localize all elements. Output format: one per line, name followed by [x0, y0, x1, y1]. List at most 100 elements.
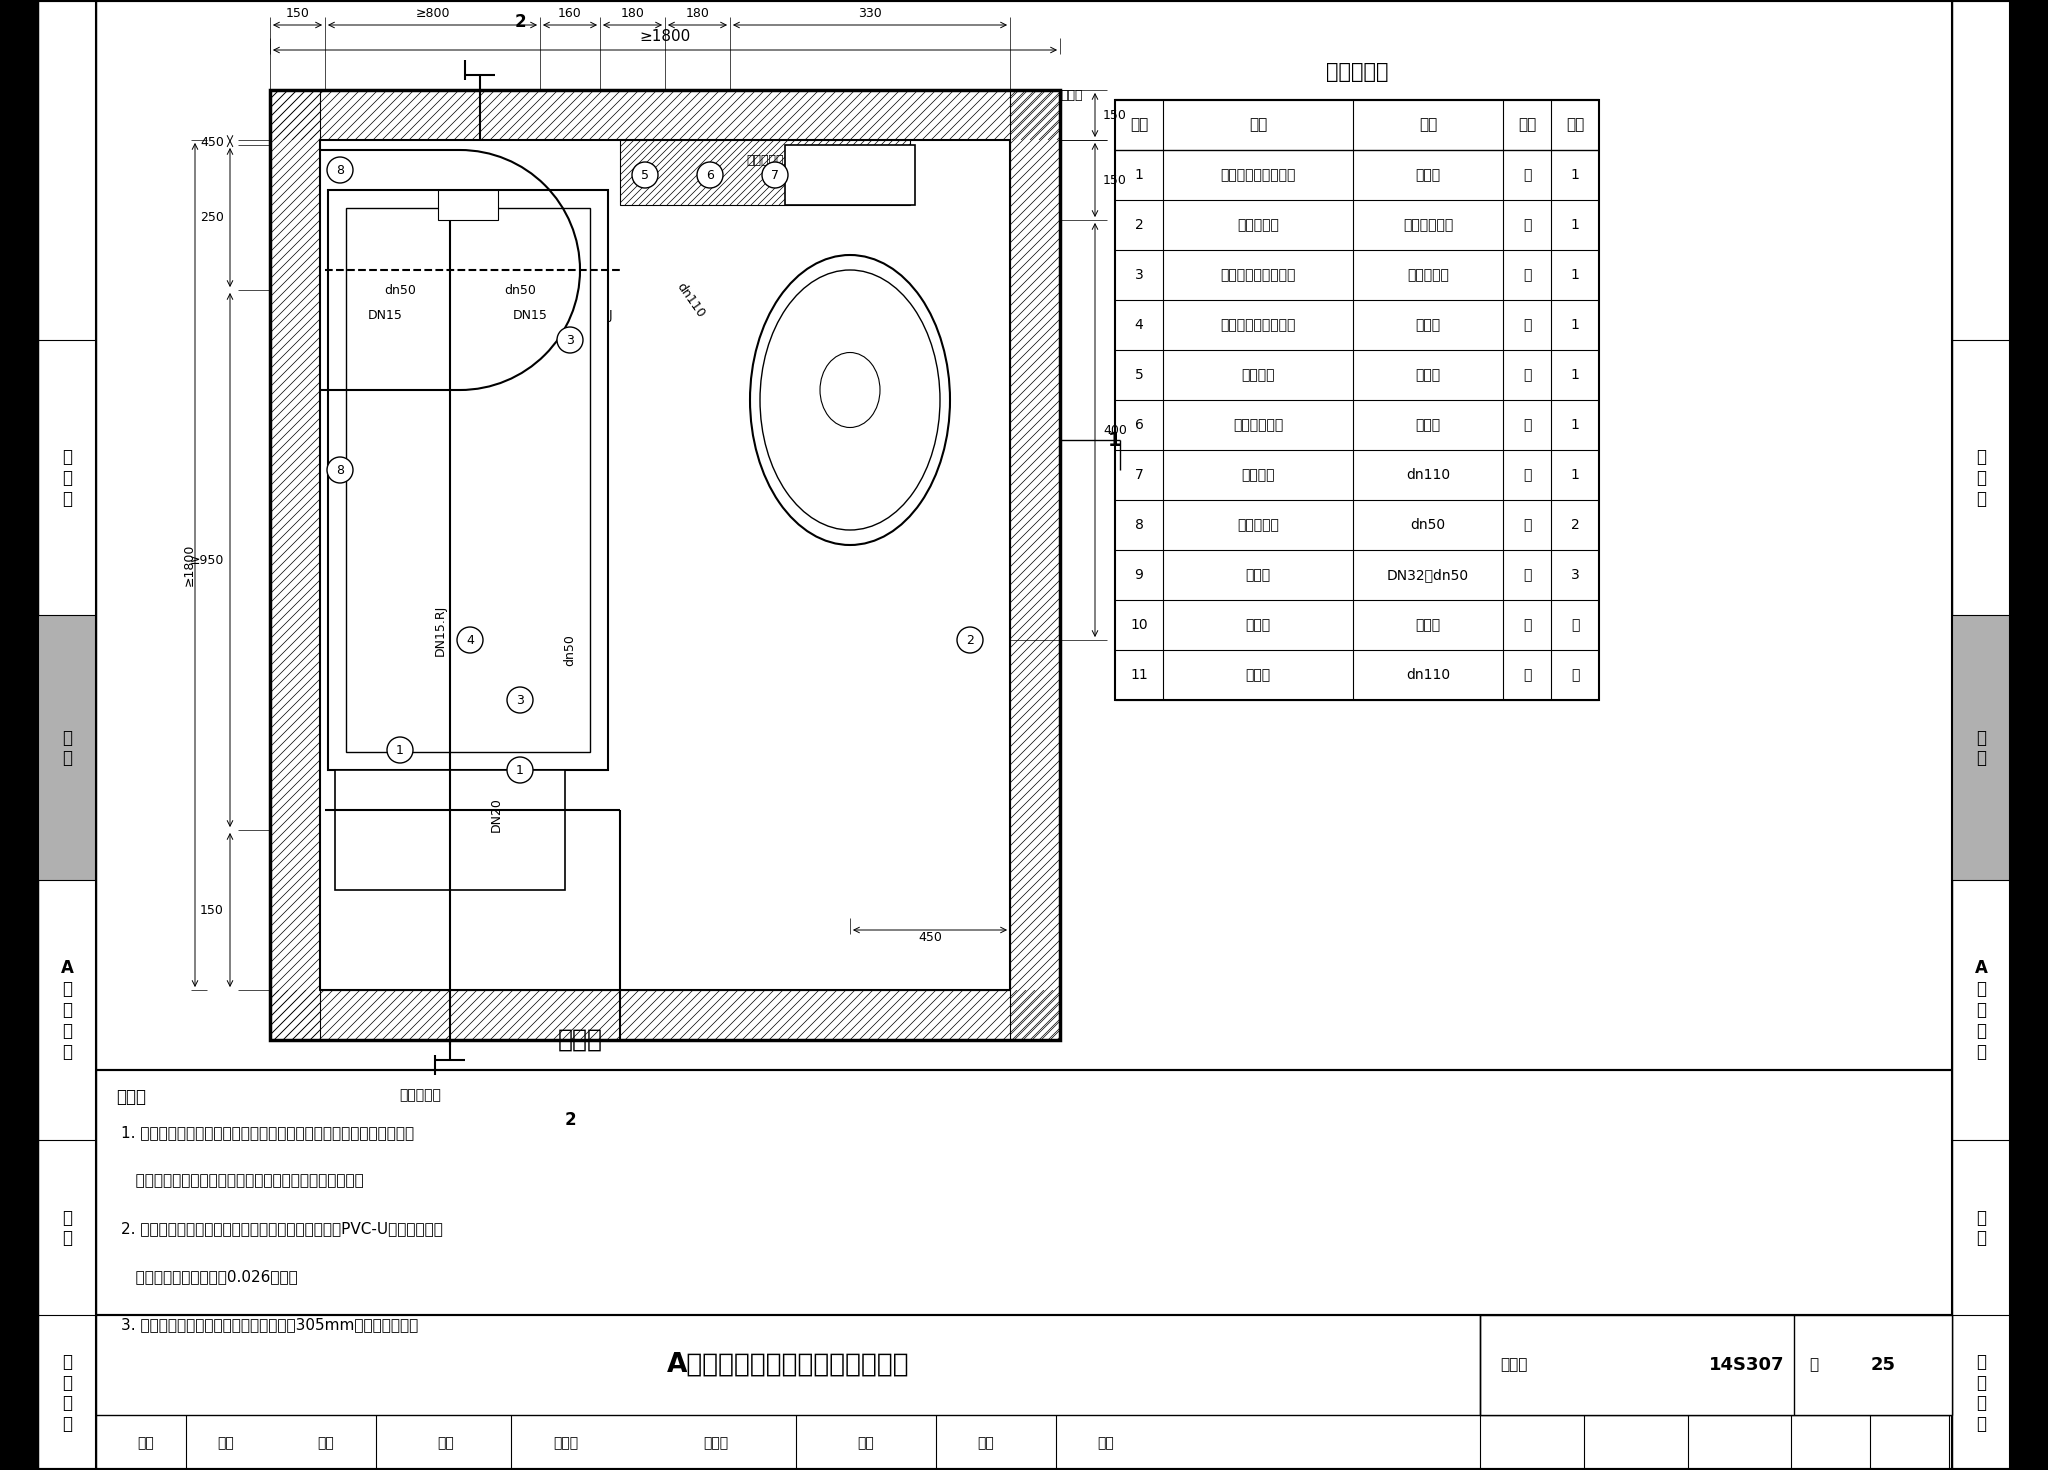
- Text: 按设计: 按设计: [1415, 617, 1440, 632]
- Text: 全钙化玻璃: 全钙化玻璃: [1407, 268, 1448, 282]
- Text: 180: 180: [621, 7, 645, 21]
- Text: DN32、dn50: DN32、dn50: [1386, 567, 1468, 582]
- Text: 7: 7: [1135, 467, 1143, 482]
- Bar: [1114, 100, 1599, 700]
- Text: 个: 个: [1524, 617, 1532, 632]
- Text: 校对: 校对: [438, 1436, 455, 1449]
- Circle shape: [557, 326, 584, 353]
- Text: 混凝土砌块: 混凝土砌块: [745, 153, 784, 166]
- Circle shape: [387, 736, 414, 763]
- Bar: [270, 90, 319, 1039]
- Text: 专用通气立管: 专用通气立管: [1233, 417, 1284, 432]
- Text: DN15: DN15: [512, 309, 547, 322]
- Text: 个: 个: [1524, 667, 1532, 682]
- Text: 5: 5: [641, 169, 649, 181]
- Text: 450: 450: [201, 137, 223, 148]
- Text: 厨
房: 厨 房: [61, 729, 72, 767]
- Text: 3: 3: [516, 694, 524, 707]
- Text: 件、排水横支管坡度为0.026绘制。: 件、排水横支管坡度为0.026绘制。: [121, 1269, 297, 1283]
- Text: 1: 1: [516, 763, 524, 776]
- Text: 2: 2: [967, 634, 975, 647]
- Text: 25: 25: [1870, 1355, 1896, 1374]
- Text: 根: 根: [1524, 368, 1532, 382]
- Text: 3: 3: [1135, 268, 1143, 282]
- Text: 排风道: 排风道: [1061, 88, 1083, 101]
- Bar: [270, 989, 1061, 1039]
- Text: ≥1800: ≥1800: [639, 29, 690, 44]
- Text: 1: 1: [1135, 168, 1143, 182]
- Text: 2: 2: [1135, 218, 1143, 232]
- Text: 150: 150: [285, 7, 309, 21]
- Text: 150: 150: [1104, 173, 1126, 187]
- Bar: [2009, 0, 2048, 1470]
- Text: 平面图: 平面图: [557, 1028, 602, 1053]
- Bar: [1952, 614, 2009, 881]
- Text: 数量: 数量: [1567, 118, 1583, 132]
- Text: 150: 150: [201, 904, 223, 916]
- Text: 直通式地漏: 直通式地漏: [1237, 517, 1278, 532]
- Text: 1: 1: [1571, 417, 1579, 432]
- Text: 万水: 万水: [977, 1436, 995, 1449]
- Bar: [438, 190, 498, 220]
- Text: 1: 1: [395, 744, 403, 757]
- Text: ≥800: ≥800: [416, 7, 451, 21]
- Bar: [1010, 90, 1061, 1039]
- Text: DN20: DN20: [489, 798, 504, 832]
- Text: 按设计: 按设计: [1415, 417, 1440, 432]
- Text: 套: 套: [1524, 318, 1532, 332]
- Bar: [39, 614, 96, 881]
- Text: 4: 4: [467, 634, 473, 647]
- Text: 400: 400: [1104, 423, 1126, 437]
- Bar: [621, 140, 909, 204]
- Text: 180: 180: [686, 7, 709, 21]
- Text: 按设计: 按设计: [1415, 318, 1440, 332]
- Text: 8: 8: [336, 463, 344, 476]
- Text: 3. 本卫生间平面布置同时也适用于坑距为305mm的坐式大便器。: 3. 本卫生间平面布置同时也适用于坑距为305mm的坐式大便器。: [121, 1317, 418, 1332]
- Text: 5: 5: [1135, 368, 1143, 382]
- Text: 主要设备表: 主要设备表: [1325, 62, 1389, 82]
- Text: 阳
台: 阳 台: [1976, 1208, 1987, 1248]
- Text: dn110: dn110: [1405, 667, 1450, 682]
- Text: 个: 个: [1524, 517, 1532, 532]
- Text: 1: 1: [1571, 218, 1579, 232]
- Text: dn110: dn110: [1405, 467, 1450, 482]
- Text: 150: 150: [1104, 109, 1126, 122]
- Ellipse shape: [750, 254, 950, 545]
- Text: 张彬: 张彬: [317, 1436, 334, 1449]
- Bar: [1010, 90, 1061, 1039]
- Circle shape: [328, 457, 352, 484]
- Text: －: －: [1571, 617, 1579, 632]
- Text: 6: 6: [1135, 417, 1143, 432]
- Text: 阻火圈: 阻火圈: [1245, 667, 1270, 682]
- Text: 160: 160: [559, 7, 582, 21]
- Text: 接自冷水表: 接自冷水表: [399, 1088, 440, 1102]
- Text: 说明：: 说明：: [117, 1088, 145, 1105]
- Circle shape: [508, 686, 532, 713]
- Text: 2. 本图排水设计为污废水分流系统，按硬聚氯乙烯（PVC-U）排水管及配: 2. 本图排水设计为污废水分流系统，按硬聚氯乙烯（PVC-U）排水管及配: [121, 1222, 442, 1236]
- Text: 总
说
明: 总 说 明: [61, 448, 72, 507]
- Circle shape: [633, 162, 657, 188]
- Bar: [270, 90, 1061, 140]
- Text: 卧挂储水式电热水器: 卧挂储水式电热水器: [1221, 318, 1296, 332]
- Text: dn50: dn50: [385, 284, 416, 297]
- Text: 11: 11: [1130, 667, 1147, 682]
- Text: －: －: [1571, 667, 1579, 682]
- Bar: [328, 190, 608, 770]
- Text: 4: 4: [1135, 318, 1143, 332]
- Text: 8: 8: [1135, 517, 1143, 532]
- Text: 污水立管: 污水立管: [1241, 467, 1274, 482]
- Text: 1: 1: [1571, 318, 1579, 332]
- Bar: [336, 770, 565, 889]
- Bar: [270, 989, 1061, 1039]
- Text: 250: 250: [201, 212, 223, 223]
- Text: 设计: 设计: [858, 1436, 874, 1449]
- Text: 单柄淤浴水嘴淤浴房: 单柄淤浴水嘴淤浴房: [1221, 268, 1296, 282]
- Text: 单柄混合水嘴洗脸盆: 单柄混合水嘴洗脸盆: [1221, 168, 1296, 182]
- Text: 2: 2: [1571, 517, 1579, 532]
- Text: 存水弯: 存水弯: [1245, 567, 1270, 582]
- Text: 套: 套: [1524, 268, 1532, 282]
- Text: 7: 7: [770, 169, 778, 181]
- Text: dn110: dn110: [674, 281, 707, 320]
- Text: 根: 根: [1524, 467, 1532, 482]
- Text: dn50: dn50: [563, 634, 575, 666]
